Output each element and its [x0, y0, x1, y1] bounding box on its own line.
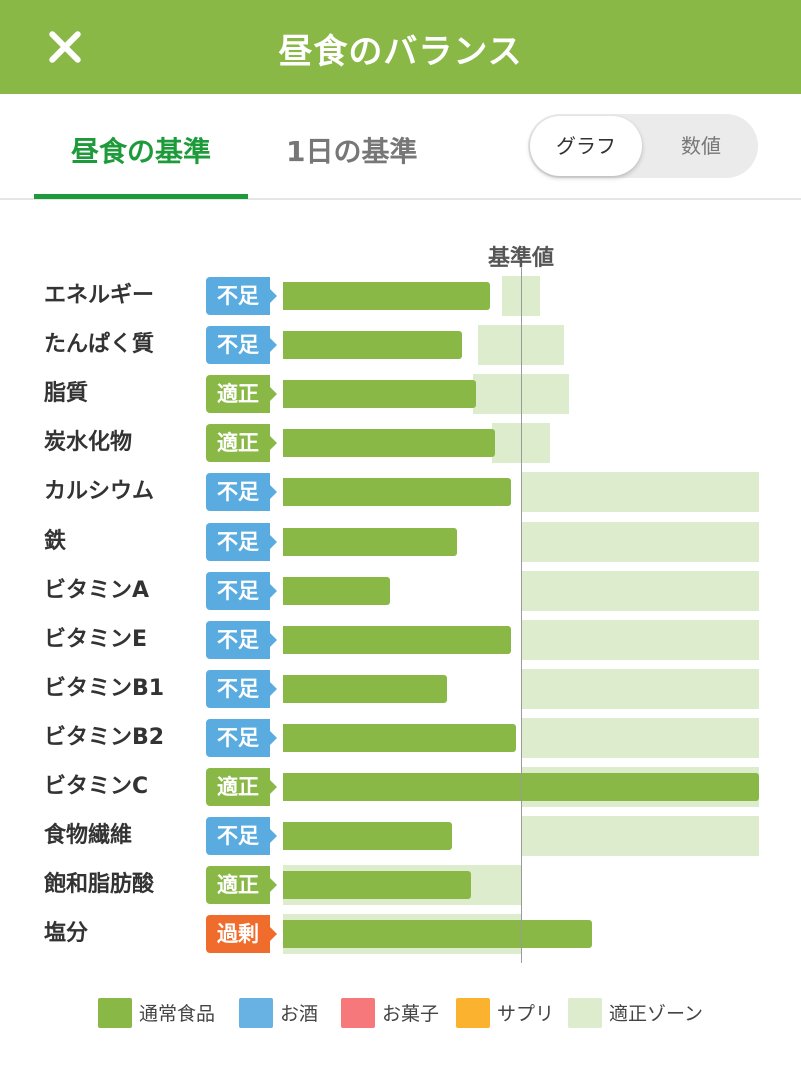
legend-swatch — [568, 998, 602, 1028]
tab-bar: 昼食の基準 1日の基準 — [0, 94, 801, 200]
nutrient-label: 鉄 — [44, 528, 67, 554]
chart-row: 鉄 不足 — [0, 521, 801, 562]
numeric-toggle-button[interactable]: 数値 — [681, 134, 721, 158]
legend-label: 通常食品 — [139, 1003, 216, 1025]
chart-legend: 通常食品 お酒 お菓子 サプリ 適正ゾーン — [0, 998, 801, 1034]
value-bar — [283, 429, 495, 458]
adequate-zone — [521, 668, 759, 709]
adequate-zone — [521, 472, 759, 513]
value-bar — [283, 478, 512, 507]
status-badge: 適正 — [206, 375, 277, 414]
chart-row: 脂質 適正 — [0, 374, 801, 415]
value-bar — [283, 282, 491, 310]
nutrient-label: 食物繊維 — [44, 823, 133, 849]
value-bar — [283, 723, 517, 752]
nutrition-balance-chart: 基準値 エネルギー 不足 たんぱく質 不足 脂質 適正 炭水化物 適正 カルシウム 不足鉄不足 ビタ… — [0, 230, 801, 970]
nutrient-label: ビタミンB1 — [44, 675, 165, 701]
value-bar — [283, 331, 462, 360]
value-bar — [283, 822, 452, 851]
nutrient-label: ビタミンB2 — [44, 724, 165, 750]
value-bar — [283, 674, 448, 703]
nutrient-label: ビタミンE — [44, 626, 148, 652]
legend-label: お酒 — [280, 1003, 319, 1025]
adequate-zone — [521, 521, 759, 562]
status-badge: 適正 — [206, 424, 277, 463]
status-badge: 不足 — [206, 718, 277, 757]
chart-row: 食物繊維 不足 — [0, 816, 801, 857]
status-badge: 不足 — [206, 571, 277, 610]
adequate-zone — [521, 570, 759, 611]
chart-row: ビタミンE 不足 — [0, 619, 801, 660]
reference-label: 基準値 — [487, 246, 554, 271]
chart-row: ビタミンA 不足 — [0, 570, 801, 611]
chart-row: 飽和脂肪酸 適正 — [0, 865, 801, 906]
legend-label: 適正ゾーン — [609, 1003, 704, 1025]
chart-row: カルシウム 不足 — [0, 472, 801, 513]
chart-row: 塩分 過剰 — [0, 914, 801, 955]
status-badge: 不足 — [206, 669, 277, 708]
chart-row: エネルギー 不足 — [0, 276, 801, 316]
value-bar — [283, 920, 593, 949]
status-badge: 過剰 — [206, 915, 277, 954]
legend-swatch — [98, 998, 132, 1028]
legend-label: お菓子 — [382, 1003, 440, 1025]
adequate-zone — [478, 325, 564, 366]
app-header: 昼食のバランス — [0, 0, 801, 94]
tab-lunch-standard[interactable]: 昼食の基準 — [70, 135, 211, 168]
status-badge: 不足 — [206, 817, 277, 856]
value-bar — [283, 625, 512, 654]
nutrient-label: 飽和脂肪酸 — [44, 872, 155, 898]
graph-toggle-button[interactable]: グラフ — [530, 116, 642, 176]
legend-swatch — [456, 998, 490, 1028]
chart-row: 炭水化物 適正 — [0, 423, 801, 464]
value-bar — [283, 576, 391, 605]
legend-swatch — [341, 998, 375, 1028]
chart-row: ビタミンC 適正 — [0, 767, 801, 807]
nutrient-label: エネルギー — [44, 283, 155, 308]
adequate-zone — [521, 816, 759, 857]
reference-line — [521, 268, 522, 963]
legend-label: サプリ — [497, 1003, 555, 1025]
status-badge: 不足 — [206, 277, 277, 315]
status-badge: 不足 — [206, 473, 277, 512]
legend-swatch — [239, 998, 273, 1028]
adequate-zone — [521, 717, 759, 758]
nutrient-label: たんぱく質 — [44, 332, 155, 358]
nutrient-label: カルシウム — [44, 479, 155, 505]
chart-row: たんぱく質 不足 — [0, 325, 801, 366]
chart-row: ビタミンB1 不足 — [0, 668, 801, 709]
status-badge: 適正 — [206, 866, 277, 905]
adequate-zone — [501, 276, 541, 316]
nutrient-label: 塩分 — [44, 921, 89, 947]
active-tab-indicator — [34, 194, 248, 199]
nutrient-label: 脂質 — [44, 381, 89, 407]
adequate-zone — [492, 423, 550, 464]
page-title: 昼食のバランス — [278, 32, 523, 72]
status-badge: 不足 — [206, 522, 277, 561]
nutrient-label: ビタミンA — [44, 577, 150, 603]
adequate-zone — [521, 619, 759, 660]
status-badge: 適正 — [206, 768, 277, 806]
status-badge: 不足 — [206, 620, 277, 659]
value-bar — [283, 871, 472, 900]
adequate-zone — [473, 374, 569, 415]
chart-row: ビタミンB2 不足 — [0, 717, 801, 758]
value-bar — [283, 380, 476, 409]
value-bar — [283, 527, 457, 556]
nutrient-label: ビタミンC — [44, 774, 149, 799]
tab-daily-standard[interactable]: 1日の基準 — [286, 135, 418, 168]
nutrient-label: 炭水化物 — [44, 430, 133, 456]
view-toggle: グラフ 数値 — [528, 114, 758, 178]
status-badge: 不足 — [206, 326, 277, 365]
